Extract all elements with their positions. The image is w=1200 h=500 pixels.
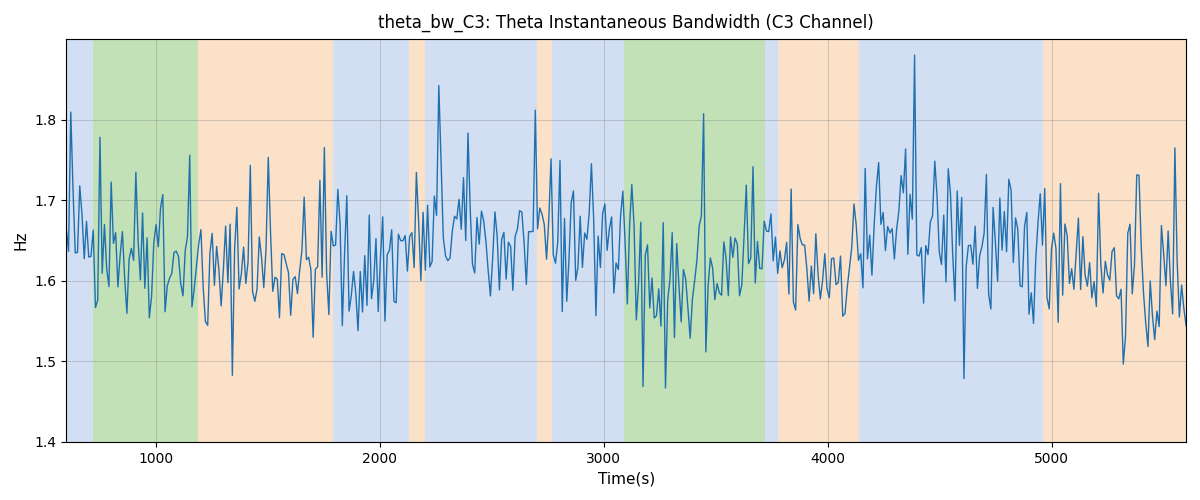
Bar [409, 39, 425, 442]
Bar [536, 39, 552, 442]
X-axis label: Time(s): Time(s) [598, 471, 655, 486]
Bar [624, 39, 766, 442]
Bar [425, 39, 536, 442]
Bar [1043, 39, 1186, 442]
Y-axis label: Hz: Hz [14, 230, 29, 250]
Bar [766, 39, 779, 442]
Bar [94, 39, 198, 442]
Bar [332, 39, 409, 442]
Bar [198, 39, 332, 442]
Bar [779, 39, 859, 442]
Bar [66, 39, 94, 442]
Bar [552, 39, 624, 442]
Bar [859, 39, 1043, 442]
Title: theta_bw_C3: Theta Instantaneous Bandwidth (C3 Channel): theta_bw_C3: Theta Instantaneous Bandwid… [378, 14, 874, 32]
